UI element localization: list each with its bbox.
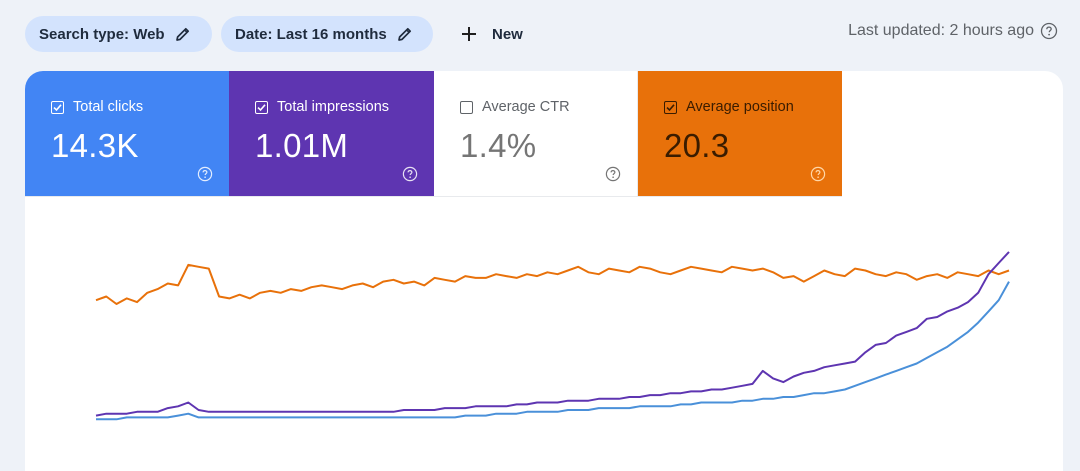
metric-label: Total clicks <box>73 99 144 115</box>
help-icon[interactable] <box>1040 22 1058 40</box>
help-icon[interactable] <box>605 166 621 182</box>
metric-total-clicks[interactable]: Total clicks 14.3K <box>25 71 229 196</box>
performance-chart[interactable] <box>25 197 1063 421</box>
new-filter-button[interactable]: New <box>452 16 531 52</box>
metric-value: 1.01M <box>255 127 349 164</box>
metric-label: Total impressions <box>277 99 390 115</box>
edit-pencil-icon <box>397 26 413 42</box>
series-line-total-clicks <box>96 281 1010 421</box>
help-icon[interactable] <box>197 166 213 182</box>
performance-card: Total clicks 14.3K Total impressions 1.0… <box>25 71 1063 471</box>
date-range-chip[interactable]: Date: Last 16 months <box>221 16 433 52</box>
plus-icon <box>460 25 478 43</box>
last-updated-text: Last updated: 2 hours ago <box>848 22 1034 39</box>
toolbar: Search type: Web Date: Last 16 months Ne… <box>0 0 1080 70</box>
metric-value: 1.4% <box>460 127 537 164</box>
metric-label: Average position <box>686 99 794 115</box>
series-line-total-impressions <box>95 251 1010 417</box>
new-label: New <box>492 25 523 43</box>
metric-value: 20.3 <box>664 127 730 164</box>
divider <box>25 196 842 197</box>
checkbox-checked-icon[interactable] <box>255 100 268 114</box>
checkbox-checked-icon[interactable] <box>51 100 64 114</box>
checkbox-unchecked-icon[interactable] <box>460 100 473 114</box>
search-type-label: Search type: Web <box>39 25 165 43</box>
search-type-chip[interactable]: Search type: Web <box>25 16 212 52</box>
series-line-average-position <box>95 263 1010 305</box>
date-range-label: Date: Last 16 months <box>235 25 387 43</box>
metric-value: 14.3K <box>51 127 139 164</box>
last-updated: Last updated: 2 hours ago <box>848 22 1058 40</box>
metric-average-ctr[interactable]: Average CTR 1.4% <box>434 71 638 196</box>
metric-label: Average CTR <box>482 99 570 115</box>
help-icon[interactable] <box>402 166 418 182</box>
help-icon[interactable] <box>810 166 826 182</box>
checkbox-checked-icon[interactable] <box>664 100 677 114</box>
metric-tiles: Total clicks 14.3K Total impressions 1.0… <box>25 71 842 196</box>
metric-total-impressions[interactable]: Total impressions 1.01M <box>229 71 434 196</box>
edit-pencil-icon <box>175 26 191 42</box>
metric-average-position[interactable]: Average position 20.3 <box>638 71 842 196</box>
